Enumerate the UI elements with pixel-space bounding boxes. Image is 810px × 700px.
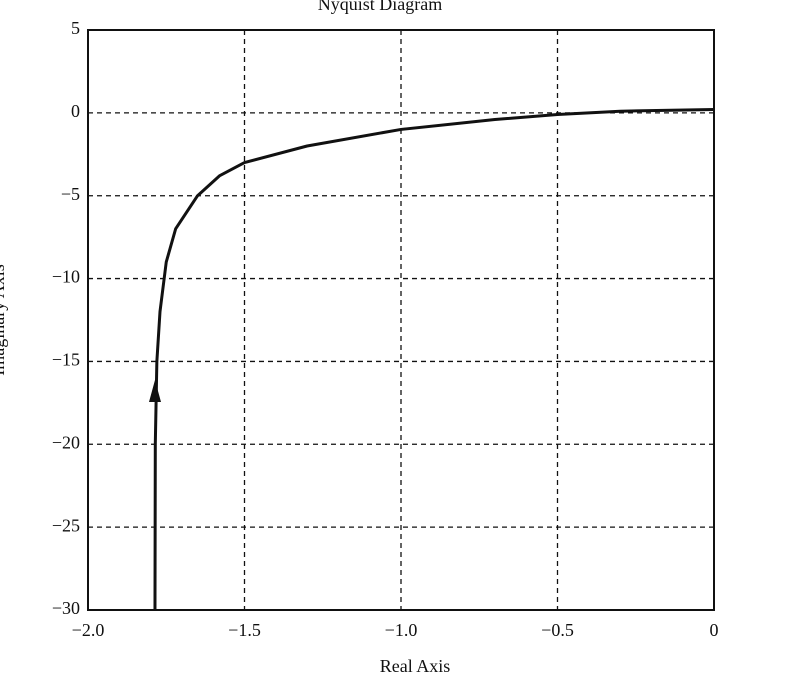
y-tick-label: −5: [61, 184, 80, 204]
direction-arrow: [149, 380, 161, 402]
y-tick-label: 5: [71, 18, 80, 38]
y-tick-label: −15: [52, 350, 80, 370]
y-axis-label: Imaginary Axis: [0, 264, 8, 375]
x-tick-label: 0: [710, 620, 719, 640]
plot: [153, 108, 715, 611]
y-tick-label: 0: [71, 101, 80, 121]
x-tick-label: −0.5: [541, 620, 574, 640]
y-tick-label: −10: [52, 267, 80, 287]
y-tick-label: −20: [52, 432, 80, 452]
y-tick-label: −25: [52, 515, 80, 535]
x-axis-label: Real Axis: [380, 656, 451, 676]
nyquist-curve: [153, 108, 715, 611]
grid: [87, 29, 715, 611]
chart-title: Nyquist Diagram: [318, 0, 442, 14]
x-tick-label: −1.5: [228, 620, 261, 640]
x-tick-label: −1.0: [385, 620, 418, 640]
x-tick-label: −2.0: [72, 620, 105, 640]
plot-frame: [87, 29, 715, 611]
y-tick-label: −30: [52, 598, 80, 618]
